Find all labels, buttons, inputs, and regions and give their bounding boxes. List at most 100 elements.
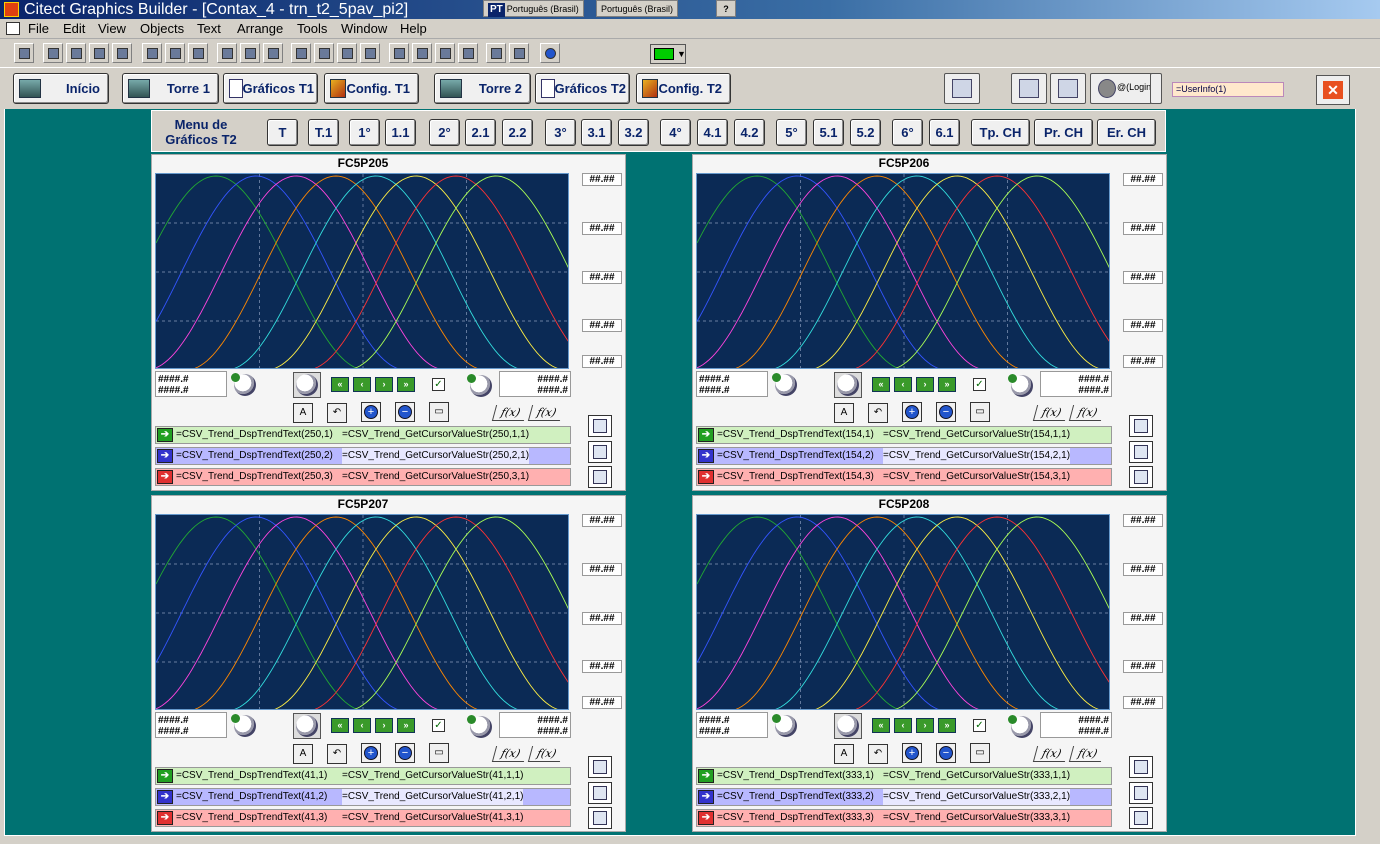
reset-button[interactable]: ↶ <box>327 744 347 764</box>
align-icon[interactable] <box>486 43 506 63</box>
function-icon[interactable]: f(x) <box>491 405 529 421</box>
menu-button-6-1[interactable]: 6.1 <box>929 119 960 146</box>
clock-left-icon[interactable] <box>772 714 797 737</box>
menu-button-1-1[interactable]: 1.1 <box>385 119 416 146</box>
scroll-left-icon[interactable]: ‹ <box>894 377 912 392</box>
export-button[interactable] <box>1129 782 1153 804</box>
zoom-out-button[interactable]: − <box>395 743 415 763</box>
grid-icon[interactable] <box>509 43 529 63</box>
menu-button-t[interactable]: T <box>267 119 298 146</box>
menu-objects[interactable]: Objects <box>140 21 185 36</box>
menu-button-5[interactable]: 5° <box>776 119 807 146</box>
menu-button-6[interactable]: 6° <box>892 119 923 146</box>
menu-tools[interactable]: Tools <box>297 21 328 36</box>
help-icon[interactable]: ? <box>716 0 736 17</box>
menu-help[interactable]: Help <box>400 21 427 36</box>
copy-clip-icon[interactable] <box>314 43 334 63</box>
keyboard-layout-indicator[interactable]: Português (Brasil) <box>596 0 679 17</box>
clock-right-icon[interactable] <box>467 374 492 397</box>
help-toolbar-icon[interactable] <box>540 43 560 63</box>
zoom-in-button[interactable]: + <box>361 402 381 422</box>
pages-icon[interactable] <box>14 43 34 63</box>
menu-button-er-ch[interactable]: Er. CH <box>1097 119 1156 146</box>
clock-left-icon[interactable] <box>772 373 797 396</box>
trend-display-button[interactable]: ▭ <box>970 743 990 763</box>
menu-button-2-1[interactable]: 2.1 <box>465 119 496 146</box>
undo-icon[interactable] <box>360 43 380 63</box>
nav-config-t1-button[interactable]: Config. T1 <box>324 73 419 104</box>
close-button[interactable]: ✕ <box>1316 75 1350 105</box>
scroll-left-icon[interactable]: ‹ <box>353 377 371 392</box>
scroll-fast-left-icon[interactable]: « <box>872 718 890 733</box>
export-button[interactable] <box>588 782 612 804</box>
pen-select-button[interactable]: A <box>834 744 854 764</box>
function-icon[interactable]: f(x) <box>1032 746 1070 762</box>
trend-time-button[interactable] <box>834 372 862 398</box>
scroll-right-icon[interactable]: › <box>916 718 934 733</box>
scroll-fast-right-icon[interactable]: » <box>397 718 415 733</box>
new-page-icon[interactable] <box>217 43 237 63</box>
pen-row[interactable]: ➔ =CSV_Trend_DspTrendText(333,2) =CSV_Tren… <box>696 788 1112 806</box>
copy-data-button[interactable] <box>1129 415 1153 437</box>
paste-icon[interactable] <box>337 43 357 63</box>
edit-notes-icon[interactable] <box>944 73 980 104</box>
pen-select-button[interactable]: A <box>293 403 313 423</box>
save-data-button[interactable] <box>588 807 612 829</box>
pen-row[interactable]: ➔ =CSV_Trend_DspTrendText(154,3) =CSV_Tren… <box>696 468 1112 486</box>
pen-row[interactable]: ➔ =CSV_Trend_DspTrendText(154,1) =CSV_Tren… <box>696 426 1112 444</box>
zoom-out-button[interactable]: − <box>395 402 415 422</box>
clock-right-icon[interactable] <box>1008 374 1033 397</box>
menu-arrange[interactable]: Arrange <box>237 21 284 36</box>
copy-data-button[interactable] <box>1129 756 1153 778</box>
print-icon[interactable] <box>142 43 162 63</box>
copy-data-button[interactable] <box>588 415 612 437</box>
menu-button-t1[interactable]: T.1 <box>308 119 339 146</box>
copy-icon[interactable] <box>89 43 109 63</box>
printer-setup-icon[interactable] <box>188 43 208 63</box>
pen-row[interactable]: ➔ =CSV_Trend_DspTrendText(333,1) =CSV_Tren… <box>696 767 1112 785</box>
menu-button-3[interactable]: 3° <box>545 119 576 146</box>
menu-button-pr-ch[interactable]: Pr. CH <box>1034 119 1093 146</box>
send-back-icon[interactable] <box>458 43 478 63</box>
pen-row[interactable]: ➔ =CSV_Trend_DspTrendText(41,2) =CSV_Trend… <box>155 788 571 806</box>
pen-row[interactable]: ➔ =CSV_Trend_DspTrendText(250,3) =CSV_Tren… <box>155 468 571 486</box>
nav-graficos-t2-button[interactable]: Gráficos T2 <box>535 73 630 104</box>
clock-right-icon[interactable] <box>467 715 492 738</box>
zoom-in-button[interactable]: + <box>361 743 381 763</box>
auto-scroll-checkbox[interactable]: ✓ <box>973 378 986 391</box>
menu-file[interactable]: File <box>28 21 49 36</box>
menu-view[interactable]: View <box>98 21 126 36</box>
save-data-button[interactable] <box>1129 807 1153 829</box>
menu-button-5-2[interactable]: 5.2 <box>850 119 881 146</box>
function-icon-2[interactable]: f(x) <box>1068 405 1106 421</box>
menu-button-2-2[interactable]: 2.2 <box>502 119 533 146</box>
menu-button-3-2[interactable]: 3.2 <box>618 119 649 146</box>
export-button[interactable] <box>1129 441 1153 463</box>
scroll-right-icon[interactable]: › <box>916 377 934 392</box>
scroll-right-icon[interactable]: › <box>375 718 393 733</box>
function-icon-2[interactable]: f(x) <box>527 746 565 762</box>
nav-torre2-button[interactable]: Torre 2 <box>434 73 531 104</box>
pen-select-button[interactable]: A <box>293 744 313 764</box>
save-data-button[interactable] <box>1129 466 1153 488</box>
trend-display-button[interactable]: ▭ <box>429 743 449 763</box>
new-icon[interactable] <box>43 43 63 63</box>
print-preview-icon[interactable] <box>165 43 185 63</box>
clock-right-icon[interactable] <box>1008 715 1033 738</box>
scroll-left-icon[interactable]: ‹ <box>894 718 912 733</box>
zoom-out-button[interactable]: − <box>936 402 956 422</box>
menu-button-tp-ch[interactable]: Tp. CH <box>971 119 1030 146</box>
menu-button-4[interactable]: 4° <box>660 119 691 146</box>
printer-icon[interactable] <box>1050 73 1086 104</box>
function-icon-2[interactable]: f(x) <box>527 405 565 421</box>
pen-row[interactable]: ➔ =CSV_Trend_DspTrendText(250,1) =CSV_Tren… <box>155 426 571 444</box>
save-data-button[interactable] <box>588 466 612 488</box>
nav-config-t2-button[interactable]: Config. T2 <box>636 73 731 104</box>
scroll-fast-right-icon[interactable]: » <box>938 377 956 392</box>
cut-icon[interactable] <box>291 43 311 63</box>
document-icon[interactable] <box>6 22 20 35</box>
list-icon[interactable] <box>112 43 132 63</box>
scroll-fast-right-icon[interactable]: » <box>938 718 956 733</box>
menu-edit[interactable]: Edit <box>63 21 86 36</box>
nav-graficos-t1-button[interactable]: Gráficos T1 <box>223 73 318 104</box>
